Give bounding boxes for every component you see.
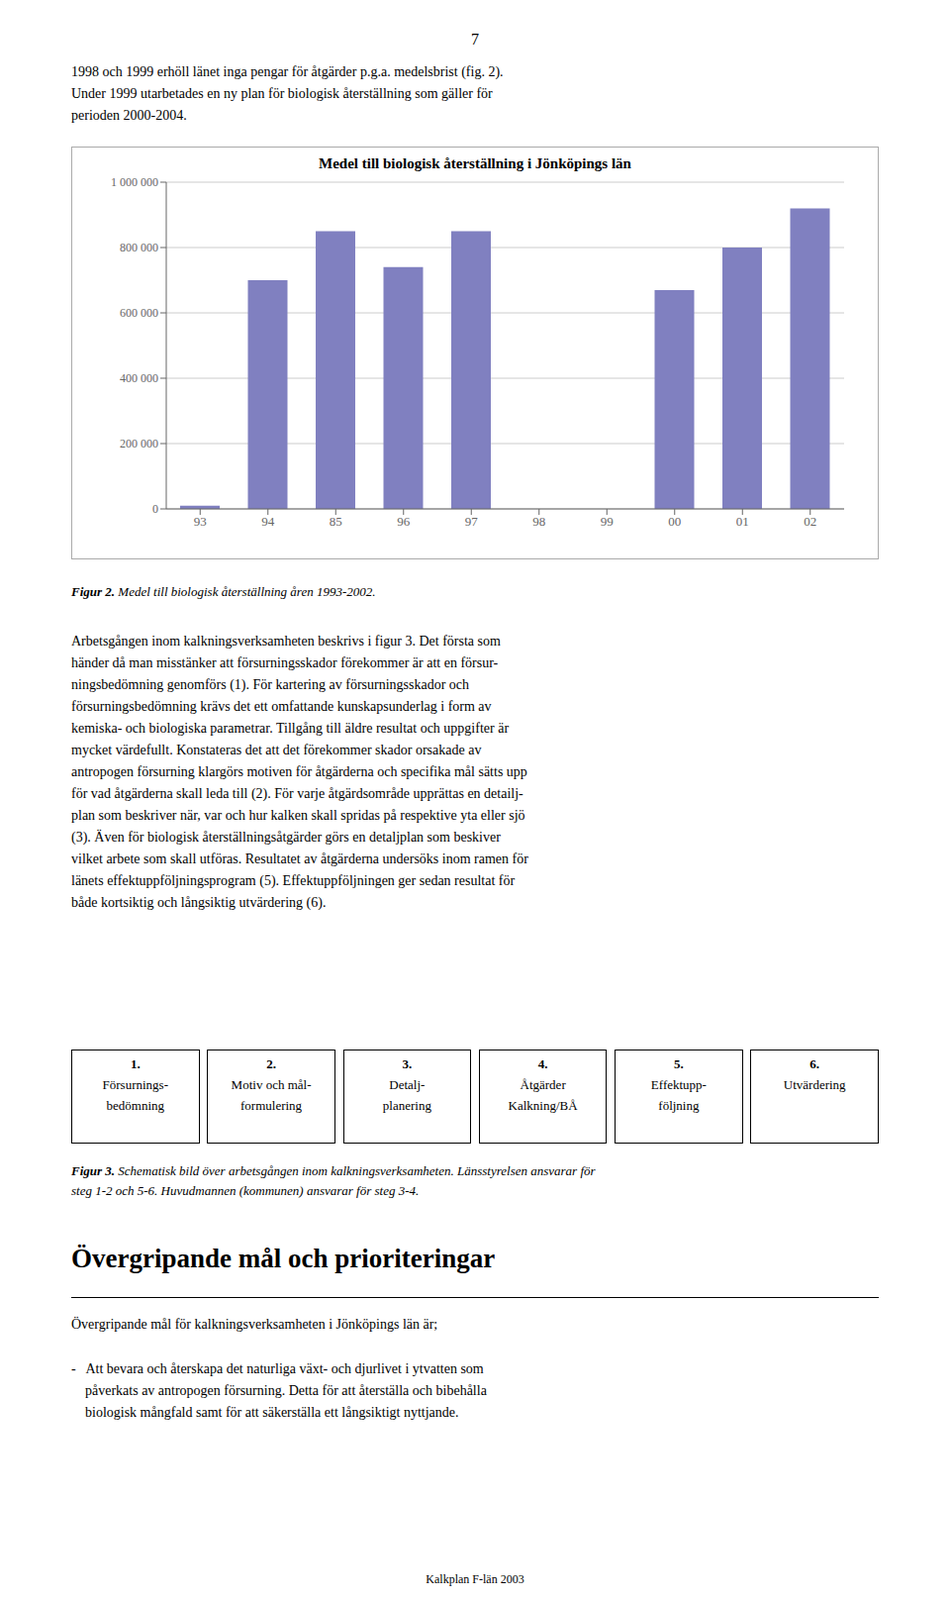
- html-text:3.: 3.: [402, 1055, 412, 1071]
- svg-text:02: 02: [803, 513, 817, 529]
- svg-text:94: 94: [261, 513, 276, 529]
- html-text:perioden 2000-2004.: perioden 2000-2004.: [71, 107, 187, 123]
- html-text:Kalkplan F-län 2003: Kalkplan F-län 2003: [425, 1571, 525, 1586]
- html-text:händer då man misstänker att f: händer då man misstänker att försurnings…: [71, 655, 499, 670]
- html-text:Under 1999 utarbetades en ny p: Under 1999 utarbetades en ny plan för bi…: [71, 86, 493, 101]
- svg-text:800 000: 800 000: [119, 240, 159, 255]
- svg-text:400 000: 400 000: [119, 371, 159, 385]
- svg-text:1 000 000: 1 000 000: [110, 175, 159, 190]
- svg-text:85: 85: [329, 513, 343, 529]
- html-text:kemiska- och biologiska parame: kemiska- och biologiska parametrar. Till…: [71, 720, 509, 736]
- svg-text:00: 00: [667, 513, 681, 529]
- html-text:5.: 5.: [673, 1055, 684, 1071]
- html-text:både kortsiktig och långsiktig: både kortsiktig och långsiktig utvärderi…: [71, 894, 326, 910]
- html-text:7: 7: [471, 30, 479, 48]
- svg-text:600 000: 600 000: [119, 305, 159, 320]
- html-text:plan som beskriver när, var oc: plan som beskriver när, var och hur kalk…: [71, 807, 526, 823]
- html-text:4.: 4.: [538, 1055, 548, 1071]
- svg-text:0: 0: [152, 501, 159, 516]
- html-text:Arbetsgången inom kalkningsver: Arbetsgången inom kalkningsverksamheten …: [71, 633, 501, 649]
- html-text:Motiv och mål-: Motiv och mål-: [231, 1076, 312, 1092]
- svg-text:99: 99: [600, 513, 614, 529]
- html-text:1998 och 1999 erhöll länet ing: 1998 och 1999 erhöll länet inga pengar f…: [71, 64, 504, 80]
- html-text:Effektupp-: Effektupp-: [651, 1076, 707, 1092]
- html-text:för vad åtgärderna skall leda: för vad åtgärderna skall leda till (2). …: [71, 785, 524, 801]
- html-text:- Att bevara och återskapa det: - Att bevara och återskapa det naturliga…: [71, 1360, 484, 1376]
- html-text:Övergripande mål och prioriter: Övergripande mål och prioriteringar: [71, 1242, 495, 1273]
- html-text:(3). Även för biologisk återst: (3). Även för biologisk återställningsåt…: [71, 829, 501, 845]
- svg-text:93: 93: [193, 513, 207, 529]
- html-text:Figur 2. Medel till biologisk: Figur 2. Medel till biologisk återställn…: [71, 583, 376, 599]
- html-text:formulering: formulering: [240, 1097, 302, 1112]
- svg-text:01: 01: [736, 513, 750, 529]
- svg-text:97: 97: [465, 513, 479, 529]
- html-text:Figur 3. Schematisk bild över: Figur 3. Schematisk bild över arbetsgång…: [71, 1162, 596, 1178]
- html-text:Kalkning/BÅ: Kalkning/BÅ: [508, 1097, 578, 1112]
- html-text:2.: 2.: [266, 1055, 276, 1071]
- html-text:mycket värdefullt. Konstateras: mycket värdefullt. Konstateras det att d…: [71, 742, 482, 758]
- html-text:planering: planering: [382, 1097, 432, 1112]
- html-text:Försurnings-: Försurnings-: [102, 1076, 169, 1092]
- svg-text:96: 96: [396, 513, 411, 529]
- svg-text:98: 98: [532, 513, 546, 529]
- html-text:påverkats av antropogen försur: påverkats av antropogen försurning. Dett…: [71, 1382, 487, 1398]
- html-text:Övergripande mål för kalknings: Övergripande mål för kalkningsverksamhet…: [71, 1316, 438, 1331]
- html-text:steg 1-2 och 5-6. Huvudmannen: steg 1-2 och 5-6. Huvudmannen (kommunen)…: [71, 1182, 419, 1198]
- html-text:ningsbedömning genomförs (1).: ningsbedömning genomförs (1). För karter…: [71, 676, 470, 692]
- html-text:följning: följning: [658, 1097, 700, 1112]
- html-text:Åtgärder: Åtgärder: [520, 1076, 566, 1092]
- html-text:6.: 6.: [809, 1055, 820, 1071]
- html-text:vilket arbete som skall utföra: vilket arbete som skall utföras. Resulta…: [71, 851, 529, 866]
- html-text:Utvärdering: Utvärdering: [783, 1076, 846, 1092]
- html-text:bedömning: bedömning: [106, 1097, 165, 1112]
- html-text:försurningsbedömning krävs det: försurningsbedömning krävs det ett omfat…: [71, 698, 492, 714]
- svg-text:200 000: 200 000: [119, 436, 159, 451]
- html-text:1.: 1.: [130, 1055, 141, 1071]
- html-text:biologisk mångfald samt för at: biologisk mångfald samt för att säkerstä…: [71, 1404, 459, 1420]
- html-text:antropogen försurning klargörs: antropogen försurning klargörs motiven f…: [71, 763, 528, 779]
- html-text:länets effektuppföljningsprogr: länets effektuppföljningsprogram (5). Ef…: [71, 872, 515, 888]
- html-text:Medel till biologisk återställ: Medel till biologisk återställning i Jön…: [318, 155, 632, 172]
- html-text:Detalj-: Detalj-: [389, 1076, 425, 1092]
